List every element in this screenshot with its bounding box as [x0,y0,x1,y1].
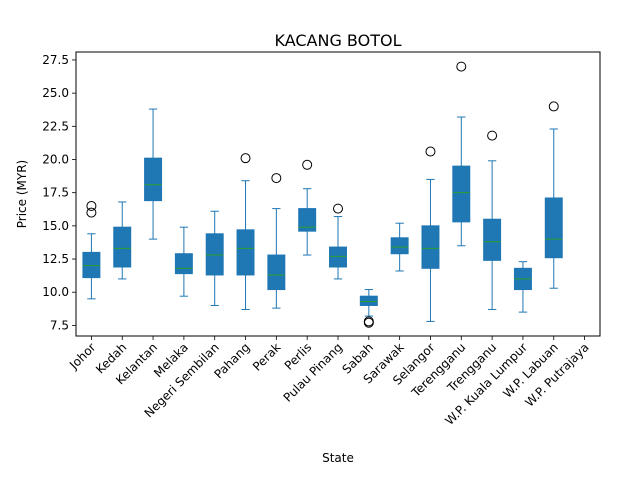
outlier-point [302,159,313,170]
outlier-point [548,101,559,112]
box-body [267,254,286,291]
box-10 [359,289,378,328]
box-body [236,229,255,276]
box-body [205,233,224,276]
outlier-point [456,61,467,72]
box-8 [298,159,317,256]
outlier-point [363,317,374,328]
box-body [390,237,409,255]
outlier-point [487,130,498,141]
y-tick-label: 27.5 [42,53,69,67]
outlier-point [333,203,343,214]
box-body [174,253,193,275]
y-tick-label: 20.0 [42,152,69,166]
y-tick-label: 12.5 [42,252,69,266]
outlier-point [271,173,282,184]
outlier-point [425,146,436,157]
y-tick-label: 15.0 [42,219,69,233]
plot-area [82,61,563,328]
box-body [483,218,502,261]
plot-frame [75,51,601,337]
box-4 [174,226,193,297]
box-5 [205,210,224,306]
box-body [421,225,440,269]
box-2 [113,201,132,280]
outlier-point [86,200,97,211]
y-tick-label: 25.0 [42,86,69,100]
outlier-point [240,153,251,164]
box-1 [82,200,101,300]
box-body [113,226,132,268]
box-9 [329,203,347,280]
box-body [82,251,101,279]
box-6 [236,153,255,310]
box-body [298,208,317,232]
box-body [544,197,563,259]
box-13 [452,61,471,247]
box-3 [144,108,163,240]
box-14 [483,130,502,310]
box-body [329,246,347,268]
box-7 [267,173,286,309]
box-body [452,165,471,223]
box-body [144,157,163,202]
y-tick-label: 10.0 [42,285,69,299]
y-axis-label: Price (MYR) [15,160,29,228]
x-axis-label: State [322,451,354,465]
chart-title: KACANG BOTOL [274,31,401,50]
box-16 [544,101,563,289]
y-tick-label: 22.5 [42,119,69,133]
box-15 [513,261,532,313]
y-tick-label: 7.5 [50,318,69,332]
box-body [359,295,378,306]
y-tick-label: 17.5 [42,186,69,200]
box-11 [390,222,409,272]
outlier-point [86,207,97,218]
box-12 [421,146,440,322]
